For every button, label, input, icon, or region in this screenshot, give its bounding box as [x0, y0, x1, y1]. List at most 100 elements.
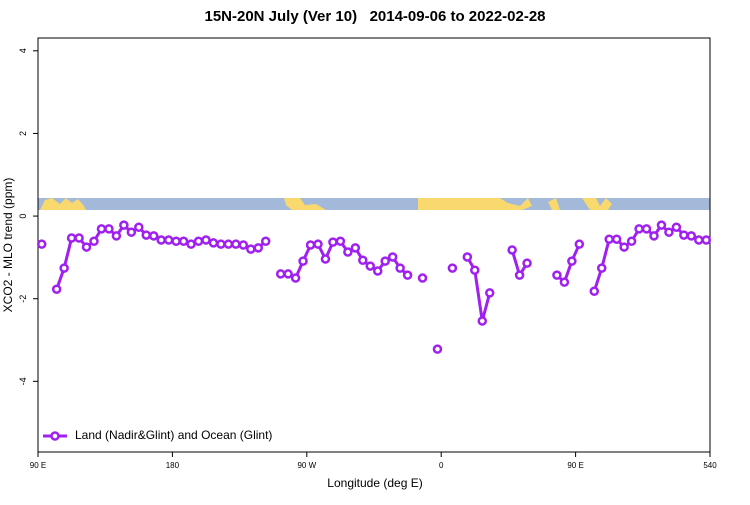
y-axis-label: XCO2 - MLO trend (ppm) [1, 178, 15, 313]
data-point [567, 256, 577, 266]
data-point [328, 237, 338, 247]
x-axis-label: Longitude (deg E) [327, 476, 422, 490]
data-point [694, 235, 704, 245]
x-tick-label: 180 [166, 461, 180, 470]
legend-label: Land (Nadir&Glint) and Ocean (Glint) [75, 428, 272, 442]
data-point [208, 238, 219, 248]
y-tick-label: 0 [18, 214, 28, 219]
y-tick-label: -2 [18, 295, 28, 303]
data-point [96, 224, 107, 234]
data-point [604, 234, 614, 244]
data-point [619, 242, 629, 252]
x-tick-label: 90 W [297, 461, 316, 470]
map-strip [38, 198, 710, 210]
ocean-band [38, 198, 710, 210]
data-point [134, 222, 144, 232]
data-point [283, 269, 293, 279]
data-point [626, 236, 637, 247]
data-point [522, 258, 532, 268]
data-point [358, 255, 368, 266]
data-point [313, 239, 323, 249]
data-point [36, 239, 47, 249]
data-point [387, 252, 398, 262]
data-point [253, 243, 264, 253]
data-point [223, 239, 234, 249]
land-patch [548, 198, 560, 210]
data-point [275, 269, 286, 279]
data-point [298, 256, 308, 266]
data-point [163, 235, 174, 245]
data-point [335, 236, 346, 247]
data-point [290, 273, 301, 283]
data-point [664, 227, 674, 237]
data-point [470, 265, 480, 275]
data-point [574, 239, 585, 249]
data-point [559, 277, 570, 287]
x-tick-label: 0 [439, 461, 444, 470]
data-point [66, 233, 77, 243]
data-point [119, 220, 129, 230]
data-point [641, 224, 652, 234]
data-point [111, 231, 122, 241]
data-point [402, 270, 413, 280]
land-patch [582, 198, 612, 210]
data-point [186, 239, 196, 249]
data-point [611, 234, 622, 244]
y-tick-label: 4 [18, 48, 28, 53]
y-tick-label: 2 [18, 131, 28, 136]
data-point [484, 288, 495, 298]
data-point [178, 236, 189, 247]
legend-marker [50, 431, 60, 441]
data-point [507, 245, 517, 255]
data-point [417, 273, 428, 283]
data-point [231, 239, 241, 249]
data-point [81, 242, 92, 252]
data-point [447, 263, 458, 273]
data-point [141, 230, 152, 240]
data-point [193, 236, 204, 247]
data-point [238, 240, 249, 250]
data-point [679, 230, 689, 240]
data-point [171, 236, 181, 247]
data-point [104, 224, 114, 234]
x-tick-label: 90 E [567, 461, 583, 470]
data-point [305, 240, 316, 250]
data-point [201, 235, 211, 245]
data-point [686, 231, 697, 241]
legend: Land (Nadir&Glint) and Ocean (Glint) [43, 428, 272, 442]
chart-title: 15N-20N July (Ver 10) 2014-09-06 to 2022… [204, 8, 545, 25]
data-point [671, 222, 682, 232]
data-point [74, 233, 84, 243]
data-point [148, 231, 159, 241]
data-point [260, 236, 271, 247]
data-point [462, 252, 473, 262]
land-patch [418, 198, 532, 210]
data-point [126, 227, 137, 237]
data-point [320, 254, 331, 264]
data-point [372, 266, 383, 276]
land-patch [284, 198, 326, 210]
data-point [216, 239, 226, 249]
data-point [656, 220, 667, 230]
data-point [59, 263, 69, 273]
x-tick-label: 540 [703, 461, 717, 470]
x-tick-label: 90 E [30, 461, 46, 470]
land-patch [40, 198, 86, 210]
data-point [246, 244, 256, 254]
data-point [552, 270, 562, 280]
data-point [432, 344, 443, 354]
data-point [649, 231, 659, 241]
data-point [395, 263, 405, 273]
data-point [380, 256, 390, 266]
data-point [350, 243, 361, 253]
data-point [51, 284, 62, 294]
data-point [634, 224, 644, 234]
data-point [596, 263, 607, 273]
data-point [343, 247, 353, 257]
data-point [514, 270, 525, 280]
data-point [89, 236, 99, 247]
data-point [701, 235, 712, 245]
data-point [477, 316, 488, 326]
